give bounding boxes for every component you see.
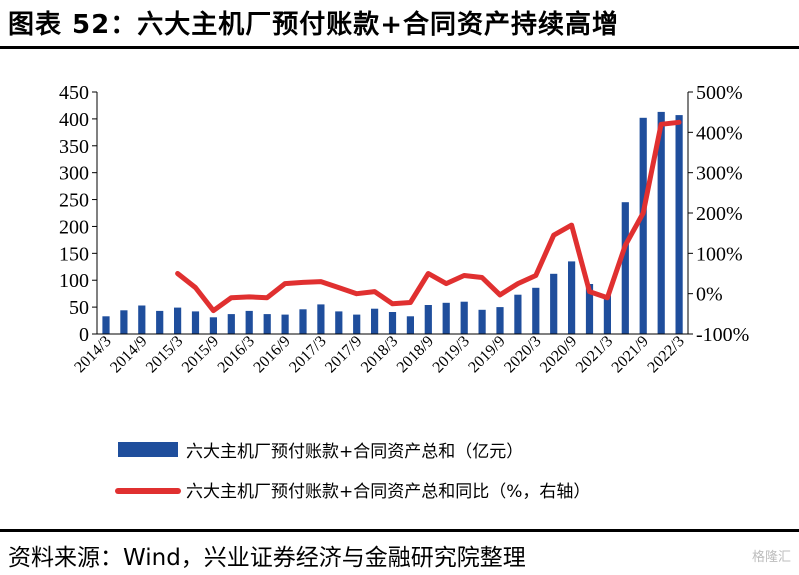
bar-2021/12: [657, 111, 665, 335]
bar-2020/6: [550, 273, 558, 334]
bar-2017/9: [353, 314, 361, 334]
bar-2021/6: [621, 202, 629, 334]
x-tick-label: 2018/9: [394, 333, 437, 376]
bar-2020/12: [585, 284, 594, 334]
bar-2016/6: [263, 314, 271, 334]
bar-2016/12: [299, 309, 307, 334]
left-tick-label: 200: [59, 216, 89, 238]
chart-area: 0 50 100 150 200 250 300 350 400 450 -100% 0% 100% 20…: [59, 82, 749, 502]
left-tick-label: 100: [59, 270, 89, 292]
left-tick-label: 0: [79, 324, 89, 346]
bar-2018/6: [406, 316, 414, 334]
x-tick-label: 2021/9: [609, 333, 652, 376]
left-tick-label: 50: [69, 297, 89, 319]
left-tick-label: 300: [59, 163, 89, 185]
x-tick-label: 2018/3: [358, 333, 401, 376]
x-tick-label: 2017/9: [322, 333, 365, 376]
watermark: 格隆汇: [751, 550, 791, 565]
bar-2014/6: [120, 310, 128, 334]
bar-2014/3: [102, 316, 110, 334]
source-note: 资料来源：Wind，兴业证券经济与金融研究院整理: [8, 545, 526, 571]
x-tick-label: 2019/3: [430, 333, 473, 376]
bar-2022/3: [675, 115, 683, 334]
bar-2017/3: [317, 304, 325, 334]
bar-2019/9: [496, 307, 504, 334]
bar-2015/3: [174, 307, 182, 334]
right-tick-label: 500%: [696, 82, 743, 104]
x-tick-label: 2020/3: [501, 333, 544, 376]
yoy-line: [175, 119, 682, 314]
x-tick-label: 2015/3: [143, 333, 186, 376]
bar-2015/6: [191, 311, 200, 334]
bar-2014/9: [138, 305, 146, 334]
bar-2021/3: [603, 295, 611, 334]
legend-bar-label: 六大主机厂预付账款+合同资产总和（亿元）: [186, 442, 523, 462]
right-tick-label: -100%: [696, 324, 749, 346]
left-tick-label: 400: [59, 109, 89, 131]
legend-bar-swatch: [118, 442, 178, 457]
bar-2017/6: [335, 311, 343, 334]
right-tick-label: 300%: [696, 163, 743, 185]
x-tick-label: 2016/3: [215, 333, 258, 376]
bar-2018/12: [442, 302, 450, 334]
bar-2019/3: [460, 301, 468, 334]
right-tick-label: 200%: [696, 203, 743, 225]
x-tick-label: 2017/3: [286, 333, 329, 376]
right-tick-label: 0%: [696, 284, 723, 306]
bar-2017/12: [371, 308, 379, 334]
left-tick-label: 350: [59, 136, 89, 158]
bar-2019/6: [478, 309, 486, 334]
x-tick-label: 2014/3: [71, 333, 114, 376]
x-tick-label: 2015/9: [179, 333, 222, 376]
x-tick-label: 2021/3: [573, 333, 616, 376]
bar-2015/12: [227, 314, 235, 334]
legend-line-label: 六大主机厂预付账款+合同资产总和同比（%，右轴）: [186, 482, 590, 502]
bar-2019/12: [514, 294, 522, 334]
chart-title: 图表 52：六大主机厂预付账款+合同资产持续高增: [8, 10, 620, 40]
bar-2014/12: [156, 310, 164, 334]
bar-2018/9: [424, 305, 432, 334]
bar-2016/3: [245, 310, 253, 334]
left-tick-label: 450: [59, 82, 89, 104]
x-tick-label: 2016/9: [250, 333, 293, 376]
right-tick-label: 100%: [696, 243, 743, 265]
right-tick-label: 400%: [696, 122, 743, 144]
bar-2018/3: [388, 312, 397, 334]
source-rule: [0, 529, 799, 532]
left-tick-label: 250: [59, 190, 89, 212]
title-rule: [0, 46, 799, 49]
bar-2016/9: [281, 314, 289, 334]
bar-2020/3: [532, 287, 540, 334]
left-tick-label: 150: [59, 243, 89, 265]
bar-2021/9: [639, 117, 647, 334]
x-tick-label: 2019/9: [465, 333, 508, 376]
bar-2015/9: [209, 317, 217, 334]
x-tick-label: 2020/9: [537, 333, 580, 376]
x-tick-label: 2014/9: [107, 333, 150, 376]
x-tick-label: 2022/3: [644, 333, 687, 376]
bar-2020/9: [568, 261, 576, 334]
